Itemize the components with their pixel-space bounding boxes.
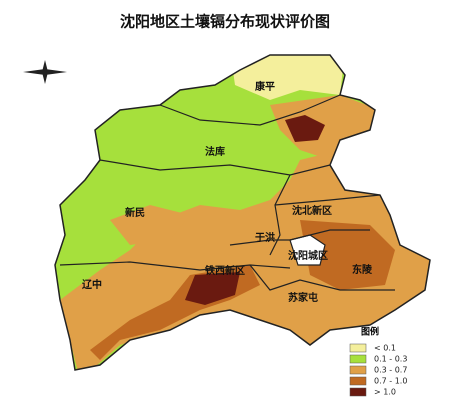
district-label: 东陵 xyxy=(352,263,373,276)
district-label: 苏家屯 xyxy=(288,291,318,304)
map-title: 沈阳地区土壤镉分布现状评价图 xyxy=(120,13,330,31)
legend-label: 0.1 - 0.3 xyxy=(374,355,407,364)
district-label: 铁西新区 xyxy=(205,264,245,277)
district-label: 沈北新区 xyxy=(292,204,332,217)
legend-label: 0.7 - 1.0 xyxy=(374,377,407,386)
region-outline xyxy=(54,54,431,371)
legend: 图例 < 0.1 0.1 - 0.3 0.3 - 0.7 0.7 - 1.0 > 1.0 xyxy=(349,326,407,397)
district-label: 新民 xyxy=(125,206,145,219)
district-label: 于洪 xyxy=(255,231,275,244)
legend-label: < 0.1 xyxy=(374,344,396,353)
legend-title: 图例 xyxy=(361,326,379,338)
legend-swatch xyxy=(349,365,367,375)
compass xyxy=(23,60,67,84)
legend-swatch xyxy=(349,354,367,364)
district-boundaries xyxy=(59,94,395,291)
district-label: 法库 xyxy=(205,145,225,158)
district-labels: 康平 法库 新民 沈北新区 于洪 沈阳城区 东陵 辽中 铁西新区 苏家屯 xyxy=(82,80,373,304)
legend-label: 0.3 - 0.7 xyxy=(374,366,407,375)
map-zones xyxy=(55,55,430,370)
district-label: 康平 xyxy=(255,80,275,93)
district-label: 沈阳城区 xyxy=(288,249,328,262)
legend-label: > 1.0 xyxy=(374,388,396,397)
legend-swatch xyxy=(349,387,367,397)
legend-swatch xyxy=(349,343,367,353)
legend-swatch xyxy=(349,376,367,386)
district-label: 辽中 xyxy=(82,278,102,291)
